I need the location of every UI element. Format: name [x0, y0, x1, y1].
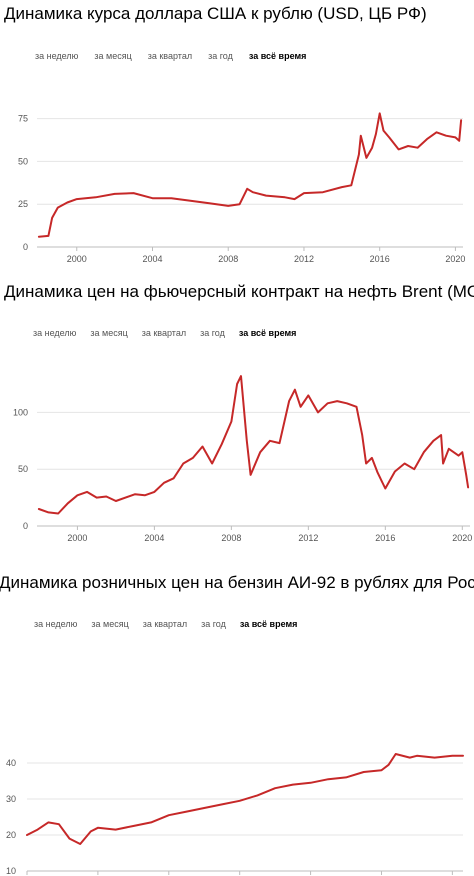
tab-quarter[interactable]: за квартал: [141, 328, 187, 338]
x-tick-label: 2020: [445, 254, 465, 264]
x-tick-label: 2008: [221, 533, 241, 543]
usd-rub-panel: Динамика курса доллара США к рублю (USD,…: [0, 0, 474, 275]
x-tick-label: 2012: [298, 533, 318, 543]
tab-all-time[interactable]: за всё время: [238, 328, 297, 338]
tab-month[interactable]: за месяц: [90, 328, 128, 338]
y-tick-label: 50: [18, 464, 28, 474]
tab-week[interactable]: за неделю: [33, 328, 77, 338]
tab-year[interactable]: за год: [208, 51, 233, 61]
tab-year[interactable]: за год: [200, 328, 225, 338]
y-tick-label: 40: [6, 758, 16, 768]
series-line: [37, 375, 470, 515]
y-tick-label: 50: [18, 156, 28, 166]
period-tabs: за неделю за месяц за квартал за год за …: [34, 619, 297, 629]
x-tick-label: 2004: [142, 254, 162, 264]
tab-all-time[interactable]: за всё время: [239, 619, 298, 629]
tab-quarter[interactable]: за квартал: [142, 619, 188, 629]
brent-chart: 0 50 100 2000 2004 2008 2012 2016 2020: [13, 375, 472, 543]
x-tick-label: 2020: [452, 533, 472, 543]
tab-month[interactable]: за месяц: [91, 619, 129, 629]
tab-week[interactable]: за неделю: [35, 51, 79, 61]
period-tabs: за неделю за месяц за квартал за год за …: [33, 328, 296, 338]
y-tick-label: 75: [18, 114, 28, 124]
tab-week[interactable]: за неделю: [34, 619, 78, 629]
tab-all-time[interactable]: за всё время: [248, 51, 307, 61]
chart-title: Динамика курса доллара США к рублю (USD,…: [4, 4, 427, 23]
x-tick-label: 2016: [375, 533, 395, 543]
y-tick-label: 0: [23, 521, 28, 531]
tab-month[interactable]: за месяц: [94, 51, 132, 61]
x-tick-label: 2000: [67, 254, 87, 264]
x-tick-label: 2004: [144, 533, 164, 543]
y-tick-label: 10: [6, 866, 16, 876]
x-tick-label: 2000: [67, 533, 87, 543]
series-line: [37, 112, 463, 238]
series-line: [26, 753, 464, 845]
tab-year[interactable]: за год: [201, 619, 226, 629]
brent-panel: Динамика цен на фьючерсный контракт на н…: [0, 275, 474, 555]
period-tabs: за неделю за месяц за квартал за год за …: [35, 51, 306, 61]
usd-rub-chart: 0 25 50 75 2000 2004 2008 2012 2016 2020: [18, 112, 465, 264]
y-tick-label: 100: [13, 407, 28, 417]
y-tick-label: 20: [6, 830, 16, 840]
chart-title: Динамика цен на фьючерсный контракт на н…: [4, 282, 474, 301]
y-tick-label: 25: [18, 199, 28, 209]
chart-title: Динамика розничных цен на бензин АИ-92 в…: [0, 573, 474, 592]
y-tick-label: 30: [6, 794, 16, 804]
gasoline-panel: Динамика розничных цен на бензин АИ-92 в…: [0, 555, 474, 876]
y-tick-label: 0: [23, 242, 28, 252]
tab-quarter[interactable]: за квартал: [147, 51, 193, 61]
x-tick-label: 2016: [370, 254, 390, 264]
x-tick-label: 2012: [294, 254, 314, 264]
gasoline-chart: 102030402008201020122014201620182020: [6, 753, 464, 876]
x-tick-label: 2008: [218, 254, 238, 264]
